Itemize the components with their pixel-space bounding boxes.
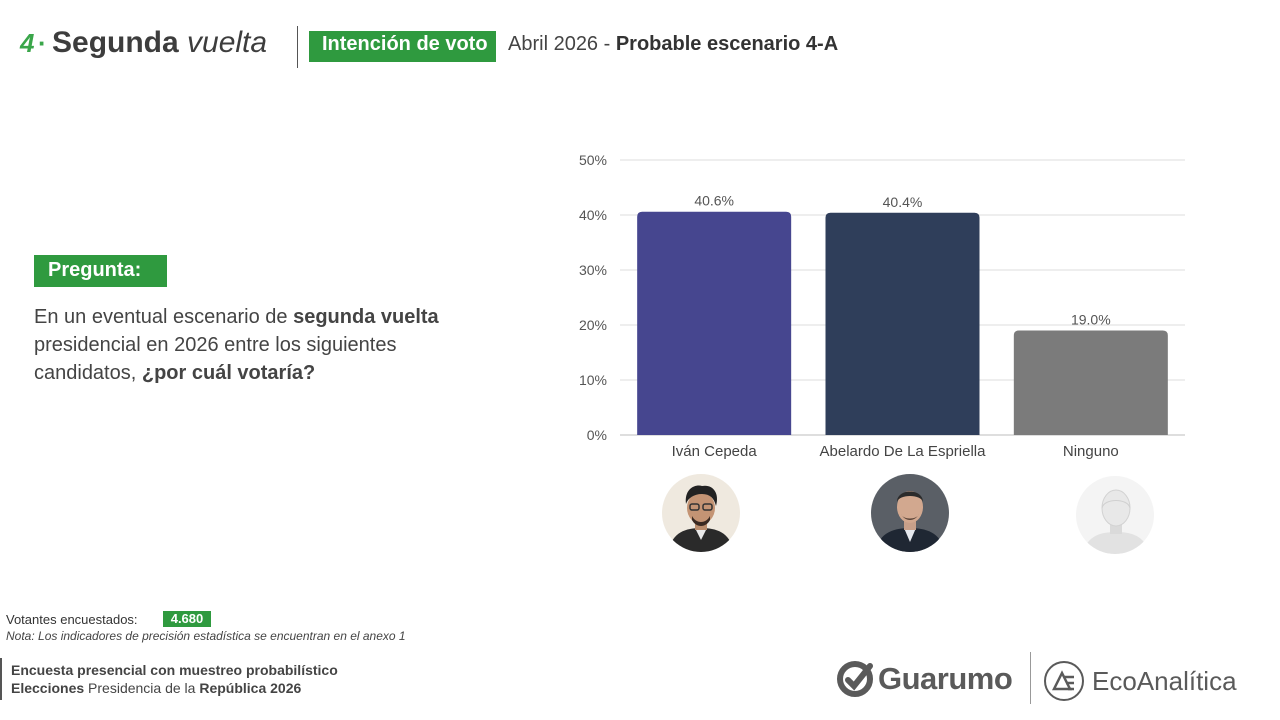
header-subtitle: Abril 2026 - Probable escenario 4-A	[508, 33, 838, 56]
y-tick-label: 20%	[579, 317, 607, 333]
election-info-normal: Presidencia de la	[84, 680, 200, 696]
election-info: Elecciones Presidencia de la República 2…	[11, 680, 301, 696]
page-title-italic: vuelta	[187, 26, 268, 59]
y-tick-label: 40%	[579, 207, 607, 223]
bar-chart-svg: 0% 10% 20% 30% 40% 50% 40.6% Iván Cepeda 40.4% Ab…	[579, 152, 1185, 460]
mannequin-icon	[1076, 476, 1154, 554]
subtitle-scenario: Probable escenario 4-A	[615, 33, 839, 55]
guarumo-logo-icon	[836, 660, 874, 703]
page-title: Segunda vuelta	[52, 26, 267, 60]
data-label: 40.4%	[883, 194, 923, 210]
header-badge-label: Intención de voto	[322, 33, 488, 55]
ecoanalitica-logo-text: EcoAnalítica	[1092, 666, 1237, 696]
header-divider	[297, 26, 298, 68]
bar	[1013, 330, 1168, 435]
question-text-bold-1: segunda vuelta	[293, 306, 439, 328]
data-label: 40.6%	[694, 193, 734, 209]
x-category-label: Abelardo De La Espriella	[820, 443, 987, 460]
person-photo-icon	[662, 474, 740, 552]
question-label: Pregunta:	[48, 259, 142, 281]
x-category-label: Iván Cepeda	[672, 443, 758, 460]
footer-divider	[0, 658, 2, 700]
election-info-bold-2: República 2026	[199, 680, 302, 696]
y-tick-label: 50%	[579, 152, 607, 168]
avatar-ninguno	[1076, 476, 1154, 554]
y-tick-label: 0%	[587, 427, 607, 443]
y-tick-label: 10%	[579, 372, 607, 388]
page-title-bold: Segunda	[52, 26, 188, 59]
header-badge: Intención de voto	[309, 31, 496, 62]
y-tick-label: 30%	[579, 262, 607, 278]
precision-note: Nota: Los indicadores de precisión estad…	[6, 629, 406, 643]
bar	[825, 212, 980, 435]
voters-label: Votantes encuestados:	[6, 612, 138, 627]
question-text-2: presidencial en 2026 entre los siguiente…	[34, 334, 397, 384]
section-number: 4	[20, 28, 35, 58]
bar-chart: 0% 10% 20% 30% 40% 50% 40.6% Iván Cepeda 40.4% Ab…	[560, 145, 1200, 475]
survey-method: Encuesta presencial con muestreo probabi…	[11, 662, 338, 678]
avatar-abelardo-de-la-espriella	[871, 474, 949, 552]
logo-divider	[1030, 652, 1031, 704]
bar	[637, 211, 792, 435]
guarumo-logo-text: Guarumo	[878, 661, 1013, 696]
person-photo-icon	[871, 474, 949, 552]
avatar-ivan-cepeda	[662, 474, 740, 552]
question-text-1: En un eventual escenario de	[34, 306, 294, 328]
question-text: En un eventual escenario de segunda vuel…	[34, 303, 504, 387]
ecoanalitica-logo-icon	[1042, 659, 1086, 708]
question-badge: Pregunta:	[34, 255, 167, 287]
election-info-bold-1: Elecciones	[11, 680, 85, 696]
question-text-bold-2: ¿por cuál votaría?	[141, 362, 316, 384]
x-category-label: Ninguno	[1063, 443, 1119, 460]
section-dot: ·	[38, 28, 47, 58]
voters-count-badge: 4.680	[163, 611, 211, 627]
subtitle-prefix: Abril 2026 -	[508, 33, 616, 55]
data-label: 19.0%	[1071, 312, 1111, 328]
